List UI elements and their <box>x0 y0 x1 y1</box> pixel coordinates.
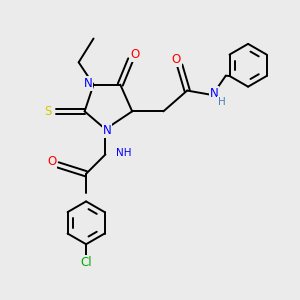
Text: NH: NH <box>116 148 131 158</box>
Text: Cl: Cl <box>80 256 92 268</box>
Text: N: N <box>84 76 93 90</box>
Text: S: S <box>44 105 52 118</box>
Text: O: O <box>172 53 181 66</box>
Text: N: N <box>103 124 111 137</box>
Text: N: N <box>209 87 218 100</box>
Text: H: H <box>218 97 226 106</box>
Text: O: O <box>130 48 140 62</box>
Text: O: O <box>47 155 56 168</box>
